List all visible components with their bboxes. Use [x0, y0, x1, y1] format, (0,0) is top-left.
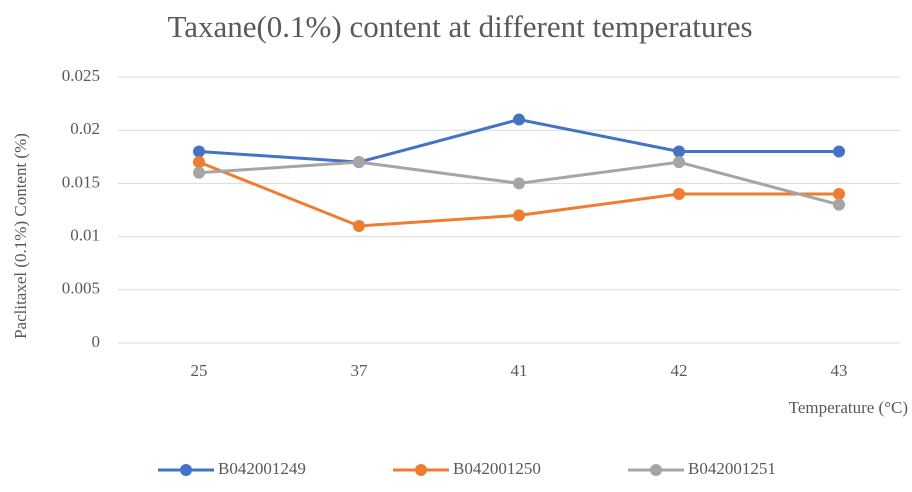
legend-label: B042001249 [218, 459, 306, 478]
x-tick-label: 41 [511, 361, 528, 380]
y-tick-label: 0.025 [62, 66, 100, 85]
data-point [833, 145, 845, 158]
data-point [513, 177, 525, 190]
legend-label: B042001251 [688, 459, 776, 478]
x-tick-label: 25 [191, 361, 208, 380]
y-axis-title: Paclitaxel (0.1%) Content (%) [11, 133, 30, 339]
chart-title: Taxane(0.1%) content at different temper… [167, 9, 752, 44]
y-tick-label: 0.02 [70, 119, 100, 138]
data-point [193, 156, 205, 169]
x-tick-label: 42 [671, 361, 688, 380]
x-tick-label: 37 [351, 361, 369, 380]
data-point [673, 145, 685, 158]
legend-marker [415, 464, 427, 476]
data-point [673, 156, 685, 169]
data-point [353, 219, 365, 232]
legend-marker [650, 464, 662, 476]
data-point [193, 145, 205, 158]
series-line [198, 118, 839, 164]
y-tick-label: 0 [92, 332, 101, 351]
data-point [833, 188, 845, 201]
data-point [833, 198, 845, 211]
data-point [353, 156, 365, 169]
x-tick-label: 43 [831, 361, 848, 380]
legend-label: B042001250 [453, 459, 541, 478]
x-axis-title: Temperature (°C) [789, 398, 908, 417]
data-point [513, 113, 525, 126]
y-tick-label: 0.01 [70, 226, 100, 245]
data-point [193, 166, 205, 179]
y-tick-label: 0.015 [62, 172, 100, 191]
y-tick-label: 0.005 [62, 279, 100, 298]
data-point [673, 188, 685, 201]
data-point [513, 209, 525, 222]
legend-marker [180, 464, 192, 476]
